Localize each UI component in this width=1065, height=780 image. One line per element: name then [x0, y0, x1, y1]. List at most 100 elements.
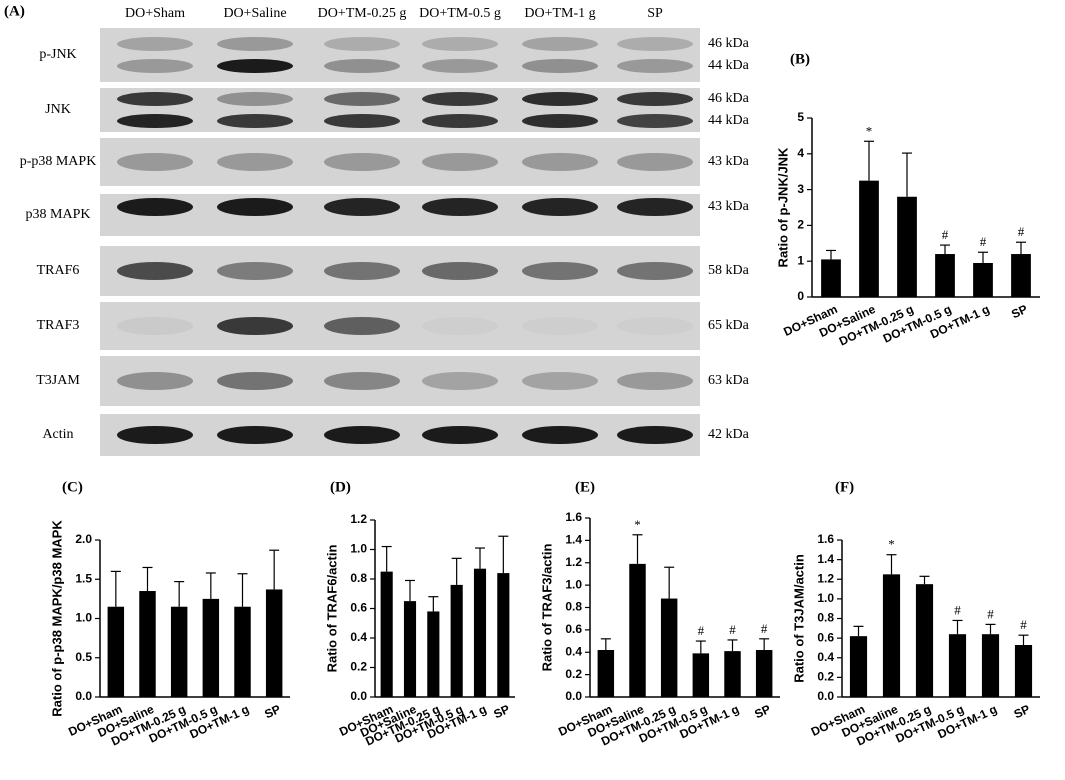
significance-mark: #	[698, 623, 705, 638]
band	[522, 317, 598, 335]
band	[324, 262, 400, 280]
x-tick-label: SP	[1009, 302, 1029, 321]
lane-label: DO+TM-1 g	[524, 6, 595, 21]
y-tick-label: 0.5	[75, 650, 92, 664]
x-tick-label: SP	[262, 702, 282, 721]
y-tick-label: 0.6	[817, 630, 834, 644]
y-tick-label: 0.4	[817, 650, 834, 664]
protein-label: JNK	[45, 102, 71, 117]
bar	[935, 254, 955, 297]
significance-mark: #	[1018, 224, 1025, 239]
y-tick-label: 3	[797, 182, 804, 196]
bar	[473, 568, 487, 697]
significance-mark: #	[942, 227, 949, 242]
bar	[629, 563, 646, 697]
blot	[100, 138, 700, 186]
band	[324, 372, 400, 390]
bar	[973, 262, 993, 297]
y-tick-label: 0.4	[350, 630, 367, 644]
band	[324, 92, 400, 106]
band	[422, 153, 498, 171]
bar	[882, 574, 901, 697]
y-tick-label: 1.0	[75, 611, 92, 625]
band	[217, 59, 293, 73]
band	[117, 92, 193, 106]
band	[522, 198, 598, 216]
size-label: 46 kDa	[708, 91, 750, 106]
band	[217, 198, 293, 216]
band	[617, 153, 693, 171]
band	[217, 317, 293, 335]
y-axis-label: Ratio of p-p38 MAPK/p38 MAPK	[49, 520, 64, 717]
x-tick-label: SP	[752, 702, 772, 721]
bar	[234, 606, 251, 697]
panel-label: (B)	[790, 51, 810, 67]
size-label: 46 kDa	[708, 36, 750, 51]
panel-label: (D)	[330, 479, 351, 495]
band	[324, 114, 400, 128]
protein-label: p38 MAPK	[26, 207, 91, 222]
significance-mark: *	[866, 123, 873, 138]
bar	[170, 606, 188, 697]
band	[422, 59, 498, 73]
significance-mark: #	[729, 622, 736, 637]
significance-mark: #	[987, 606, 994, 621]
band	[422, 37, 498, 51]
protein-label: TRAF3	[37, 318, 80, 333]
y-tick-label: 0.8	[817, 611, 834, 625]
y-tick-label: 0.2	[565, 667, 582, 681]
y-tick-label: 0.8	[350, 571, 367, 585]
band	[422, 198, 498, 216]
size-label: 44 kDa	[708, 113, 750, 128]
band	[522, 59, 598, 73]
band	[217, 262, 293, 280]
size-label: 58 kDa	[708, 263, 750, 278]
y-tick-label: 1.0	[350, 542, 367, 556]
size-label: 43 kDa	[708, 154, 750, 169]
band	[324, 317, 400, 335]
y-tick-label: 0.6	[565, 622, 582, 636]
band	[217, 37, 293, 51]
band	[117, 317, 193, 335]
bar	[915, 584, 934, 697]
band	[117, 59, 193, 73]
blot	[100, 194, 700, 236]
x-tick-label: SP	[492, 702, 512, 721]
y-tick-label: 0.0	[75, 689, 92, 703]
bar	[497, 573, 510, 697]
band	[617, 59, 693, 73]
band	[217, 92, 293, 106]
panel-label: (E)	[575, 479, 595, 495]
panel-label: (A)	[4, 3, 25, 19]
lane-label: DO+TM-0.25 g	[318, 6, 407, 21]
size-label: 63 kDa	[708, 373, 750, 388]
y-axis-label: Ratio of T3JAM/actin	[791, 554, 806, 683]
band	[117, 114, 193, 128]
significance-mark: #	[954, 602, 961, 617]
bar	[981, 634, 1000, 697]
lane-label: SP	[647, 6, 663, 21]
y-tick-label: 1.6	[817, 532, 834, 546]
size-label: 65 kDa	[708, 318, 750, 333]
bar	[859, 180, 879, 297]
lane-label: DO+Sham	[125, 6, 185, 21]
band	[117, 198, 193, 216]
band	[324, 426, 400, 444]
band	[422, 372, 498, 390]
band	[117, 37, 193, 51]
band	[117, 372, 193, 390]
band	[522, 262, 598, 280]
bar	[202, 598, 220, 697]
band	[117, 153, 193, 171]
y-tick-label: 0.6	[350, 601, 367, 615]
band	[617, 426, 693, 444]
blot	[100, 28, 700, 82]
y-tick-label: 0.2	[817, 670, 834, 684]
bar	[755, 650, 773, 697]
band	[117, 262, 193, 280]
y-tick-label: 1.6	[565, 510, 582, 524]
bar	[1011, 254, 1031, 297]
band	[217, 153, 293, 171]
blot	[100, 356, 700, 406]
